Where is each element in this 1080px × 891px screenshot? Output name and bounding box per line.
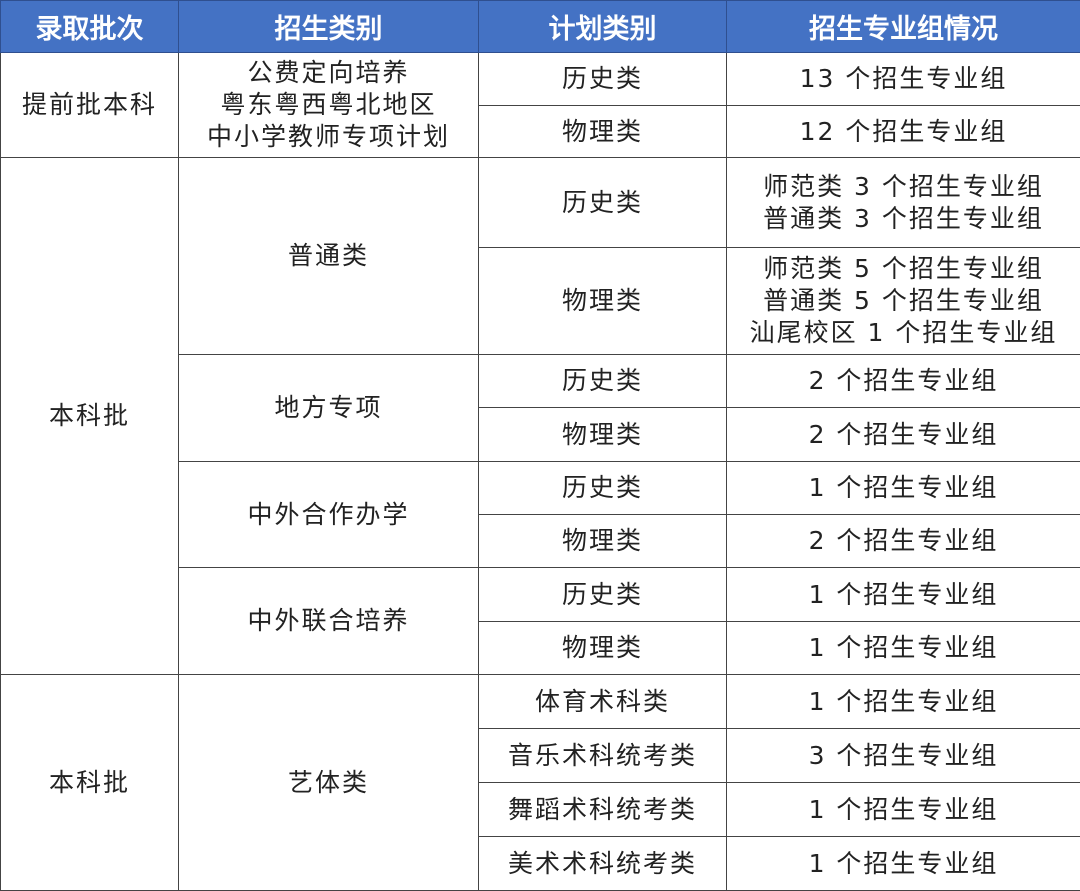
groups-cell: 2 个招生专业组 — [726, 354, 1080, 408]
plan-type-cell: 舞蹈术科统考类 — [478, 782, 727, 837]
groups-cell: 3 个招生专业组 — [726, 728, 1080, 783]
groups-cell-line: 1 个招生专业组 — [808, 794, 999, 824]
groups-cell: 1 个招生专业组 — [726, 567, 1080, 622]
category-cell-line: 中外合作办学 — [247, 499, 410, 529]
header-plan-type: 计划类别 — [478, 0, 727, 53]
plan-type-cell: 体育术科类 — [478, 674, 727, 729]
batch-cell-line: 本科批 — [48, 767, 130, 797]
plan-type-cell: 物理类 — [478, 105, 727, 158]
category-cell: 普通类 — [178, 157, 479, 355]
plan-type-cell: 美术术科统考类 — [478, 836, 727, 891]
plan-type-cell: 历史类 — [478, 157, 727, 248]
groups-cell: 2 个招生专业组 — [726, 514, 1080, 568]
groups-cell: 13 个招生专业组 — [726, 52, 1080, 106]
plan-type-cell-line: 物理类 — [561, 633, 643, 662]
groups-cell-line: 师范类 3 个招生专业组 — [763, 171, 1044, 201]
plan-type-cell-line: 物理类 — [561, 116, 643, 146]
table-row: 物理类 12 个招生专业组 — [1, 105, 1080, 158]
groups-cell-line: 2 个招生专业组 — [808, 526, 999, 555]
groups-cell-line: 师范类 5 个招生专业组 — [763, 254, 1044, 283]
plan-type-cell: 历史类 — [478, 354, 727, 408]
table-row: 美术术科统考类 1 个招生专业组 — [1, 836, 1080, 891]
groups-cell-line: 12 个招生专业组 — [799, 116, 1008, 146]
category-cell: 艺体类 — [178, 674, 479, 891]
table-row: 本科批 艺体类 体育术科类 1 个招生专业组 — [0, 674, 1080, 891]
plan-type-cell: 物理类 — [478, 621, 727, 675]
plan-type-cell-line: 舞蹈术科统考类 — [507, 794, 697, 824]
plan-type-cell-line: 物理类 — [561, 286, 643, 315]
plan-type-cell: 物理类 — [478, 407, 727, 462]
groups-cell: 2 个招生专业组 — [726, 407, 1080, 462]
groups-cell-line: 13 个招生专业组 — [799, 64, 1008, 93]
groups-cell-line: 3 个招生专业组 — [808, 740, 999, 770]
groups-cell-line: 汕尾校区 1 个招生专业组 — [749, 318, 1058, 347]
groups-cell-line: 1 个招生专业组 — [808, 848, 999, 878]
batch-cell: 提前批本科 — [0, 52, 179, 158]
plan-type-cell-line: 历史类 — [561, 366, 643, 395]
plan-type-cell: 音乐术科统考类 — [478, 728, 727, 783]
groups-cell: 1 个招生专业组 — [726, 461, 1080, 515]
plan-type-cell-line: 物理类 — [561, 526, 643, 555]
plan-type-cell: 物理类 — [478, 514, 727, 568]
groups-cell-line: 2 个招生专业组 — [808, 419, 999, 449]
batch-cell: 本科批 — [0, 157, 179, 675]
groups-cell-line: 1 个招生专业组 — [808, 473, 999, 502]
plan-type-cell: 历史类 — [478, 567, 727, 622]
category-cell-line: 中外联合培养 — [247, 606, 410, 635]
groups-cell: 12 个招生专业组 — [726, 105, 1080, 158]
plan-type-cell-line: 历史类 — [561, 64, 643, 93]
category-cell: 公费定向培养 粤东粤西粤北地区 中小学教师专项计划 — [178, 52, 479, 158]
groups-cell-line: 普通类 3 个招生专业组 — [763, 203, 1044, 233]
table-body: 提前批本科 公费定向培养 粤东粤西粤北地区 中小学教师专项计划 历史类 13 个招生专业组… — [0, 52, 1080, 891]
plan-type-cell-line: 体育术科类 — [534, 686, 670, 716]
plan-type-cell-line: 音乐术科统考类 — [507, 740, 697, 770]
groups-cell-line: 2 个招生专业组 — [808, 366, 999, 395]
groups-cell: 师范类 3 个招生专业组 普通类 3 个招生专业组 — [726, 157, 1080, 248]
plan-type-cell-line: 历史类 — [561, 187, 643, 217]
groups-cell-line: 1 个招生专业组 — [808, 579, 999, 609]
table-row: 本科批 普通类 历史类 师范类 3 个招生专业组 普通类 3 个招生专业组 — [0, 157, 1080, 675]
groups-cell: 师范类 5 个招生专业组 普通类 5 个招生专业组 汕尾校区 1 个招生专业组 — [726, 247, 1080, 355]
category-cell-line: 艺体类 — [287, 767, 369, 797]
batch-cell-line: 提前批本科 — [21, 90, 157, 119]
plan-type-cell: 历史类 — [478, 52, 727, 106]
table-row: 物理类 1 个招生专业组 — [1, 621, 1080, 675]
plan-type-cell: 物理类 — [478, 247, 727, 355]
category-cell-line: 粤东粤西粤北地区 — [220, 90, 437, 119]
category-cell-line: 公费定向培养 — [247, 58, 410, 87]
header-batch: 录取批次 — [0, 0, 179, 53]
category-cell: 地方专项 — [178, 354, 479, 462]
groups-cell: 1 个招生专业组 — [726, 836, 1080, 891]
category-cell-line: 中小学教师专项计划 — [206, 122, 450, 151]
table-row: 提前批本科 公费定向培养 粤东粤西粤北地区 中小学教师专项计划 历史类 13 个招生专业组 — [0, 52, 1080, 158]
header-row: 录取批次 招生类别 计划类别 招生专业组情况 — [0, 0, 1080, 53]
plan-type-cell-line: 历史类 — [561, 473, 643, 502]
groups-cell: 1 个招生专业组 — [726, 621, 1080, 675]
category-cell-line: 地方专项 — [274, 393, 383, 422]
header-groups: 招生专业组情况 — [726, 0, 1080, 53]
groups-cell-line: 1 个招生专业组 — [808, 686, 999, 716]
groups-cell: 1 个招生专业组 — [726, 674, 1080, 729]
groups-cell-line: 普通类 5 个招生专业组 — [763, 286, 1044, 315]
table-row: 中外联合培养 历史类 1 个招生专业组 — [1, 567, 1080, 675]
groups-cell-line: 1 个招生专业组 — [808, 633, 999, 662]
plan-type-cell-line: 历史类 — [561, 579, 643, 609]
groups-cell: 1 个招生专业组 — [726, 782, 1080, 837]
table-row: 地方专项 历史类 2 个招生专业组 — [1, 354, 1080, 462]
category-cell-line: 普通类 — [287, 241, 369, 270]
header-category: 招生类别 — [178, 0, 479, 53]
batch-cell-line: 本科批 — [48, 401, 130, 430]
table-row: 舞蹈术科统考类 1 个招生专业组 — [1, 782, 1080, 837]
category-cell: 中外联合培养 — [178, 567, 479, 675]
plan-type-cell-line: 物理类 — [561, 419, 643, 449]
plan-type-cell-line: 美术术科统考类 — [507, 848, 697, 878]
table-row: 物理类 2 个招生专业组 — [1, 407, 1080, 462]
category-cell: 中外合作办学 — [178, 461, 479, 568]
batch-cell: 本科批 — [0, 674, 179, 891]
plan-type-cell: 历史类 — [478, 461, 727, 515]
table-row: 音乐术科统考类 3 个招生专业组 — [1, 728, 1080, 783]
